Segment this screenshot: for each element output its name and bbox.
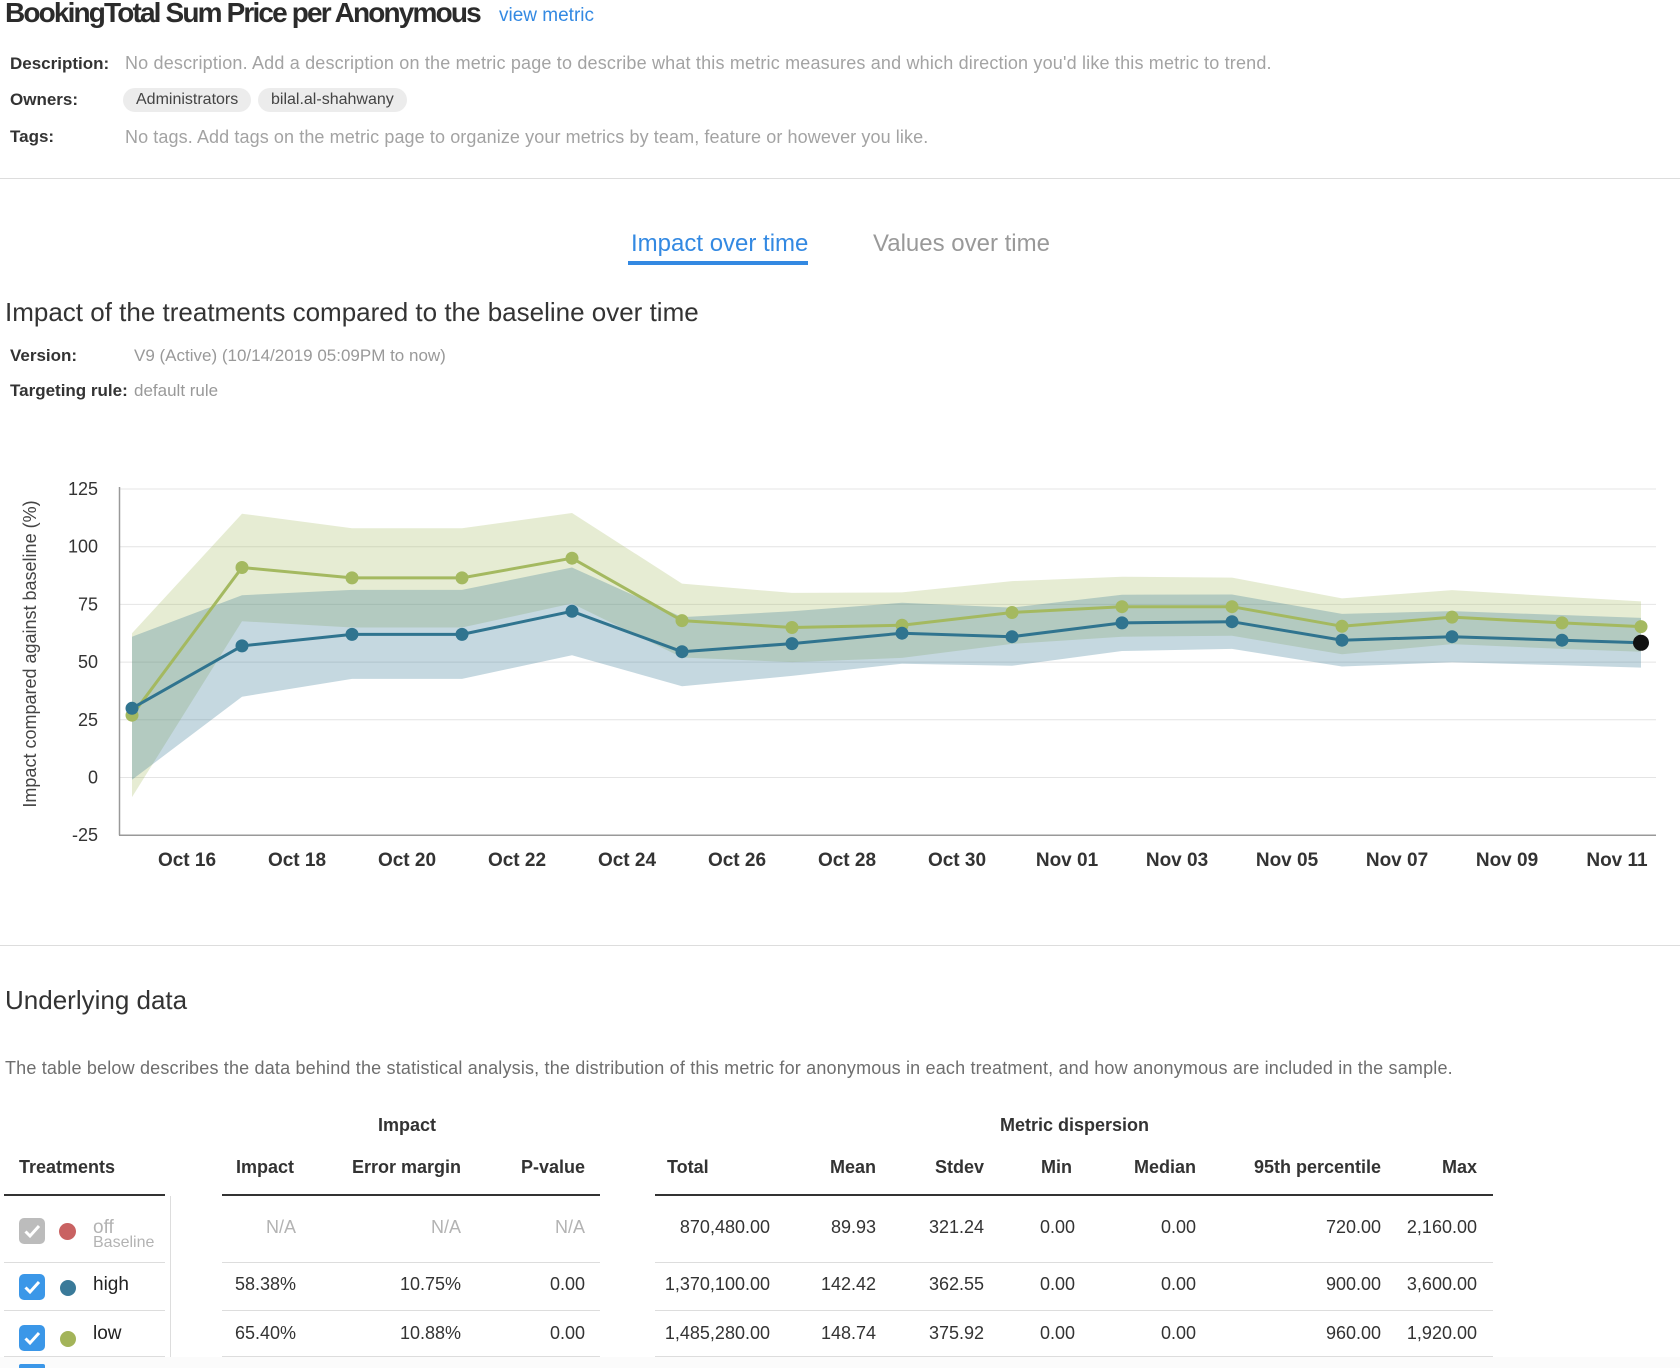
- svg-text:Oct 16: Oct 16: [158, 850, 216, 871]
- svg-text:Oct 26: Oct 26: [708, 850, 766, 871]
- svg-text:Oct 30: Oct 30: [928, 850, 986, 871]
- svg-text:-25: -25: [72, 825, 98, 845]
- svg-text:0: 0: [88, 768, 98, 788]
- svg-text:Nov 09: Nov 09: [1476, 850, 1538, 871]
- svg-text:Nov 11: Nov 11: [1586, 850, 1648, 871]
- svg-text:Nov 05: Nov 05: [1256, 850, 1319, 871]
- svg-text:Oct 24: Oct 24: [598, 850, 657, 871]
- svg-text:Oct 28: Oct 28: [818, 850, 876, 871]
- svg-text:Oct 20: Oct 20: [378, 850, 436, 871]
- svg-text:Oct 22: Oct 22: [488, 850, 546, 871]
- svg-text:Oct 18: Oct 18: [268, 850, 326, 871]
- svg-text:50: 50: [78, 652, 98, 672]
- svg-text:Impact compared against baseli: Impact compared against baseline (%): [20, 500, 40, 807]
- svg-text:125: 125: [68, 479, 98, 499]
- svg-text:75: 75: [78, 594, 98, 614]
- svg-text:Nov 07: Nov 07: [1366, 850, 1428, 871]
- svg-text:Nov 01: Nov 01: [1036, 850, 1099, 871]
- svg-text:100: 100: [68, 537, 98, 557]
- svg-text:25: 25: [78, 710, 98, 730]
- svg-text:Nov 03: Nov 03: [1146, 850, 1208, 871]
